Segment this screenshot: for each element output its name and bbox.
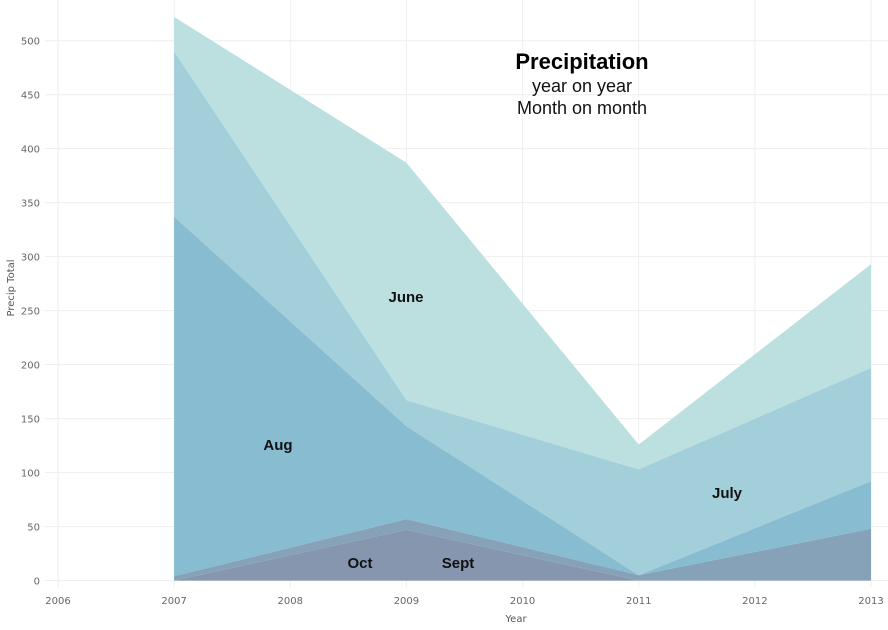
y-tick-label: 450 xyxy=(21,91,40,102)
area-label-june: June xyxy=(388,289,423,306)
area-label-oct: Oct xyxy=(347,555,372,572)
x-tick-label: 2010 xyxy=(510,596,535,607)
y-axis-title: Precip Total xyxy=(6,259,17,316)
x-tick-label: 2006 xyxy=(45,596,70,607)
y-tick-label: 500 xyxy=(21,37,40,48)
area-june xyxy=(174,16,872,470)
y-tick-label: 150 xyxy=(21,415,40,426)
x-tick-label: 2009 xyxy=(394,596,419,607)
y-tick-label: 100 xyxy=(21,469,40,480)
y-tick-label: 400 xyxy=(21,145,40,156)
chart-title: Precipitation xyxy=(515,49,648,74)
y-tick-label: 0 xyxy=(34,577,40,588)
area-sept xyxy=(174,519,872,581)
x-tick-label: 2011 xyxy=(626,596,651,607)
area-oct xyxy=(174,529,872,581)
area-aug xyxy=(174,216,872,577)
y-axis-ticks: 0 50 100 150 200 250 300 350 400 450 500 xyxy=(21,37,40,588)
area-label-july: July xyxy=(712,485,743,502)
y-tick-label: 200 xyxy=(21,361,40,372)
area-label-sept: Sept xyxy=(442,555,475,572)
y-tick-label: 300 xyxy=(21,253,40,264)
y-tick-label: 50 xyxy=(27,523,40,534)
area-label-aug: Aug xyxy=(263,437,292,454)
area-july xyxy=(174,51,872,576)
x-tick-label: 2012 xyxy=(742,596,767,607)
x-axis-ticks: 2006 2007 2008 2009 2010 2011 2012 2013 xyxy=(45,596,883,607)
chart-subtitle-line-2: Month on month xyxy=(517,98,647,118)
y-tick-label: 250 xyxy=(21,307,40,318)
y-tick-label: 350 xyxy=(21,199,40,210)
x-tick-label: 2008 xyxy=(278,596,303,607)
chart-subtitle-line-1: year on year xyxy=(532,76,632,96)
x-tick-label: 2007 xyxy=(161,596,186,607)
x-tick-label: 2013 xyxy=(858,596,883,607)
x-axis-title: Year xyxy=(504,614,527,625)
stacked-areas xyxy=(174,16,872,581)
